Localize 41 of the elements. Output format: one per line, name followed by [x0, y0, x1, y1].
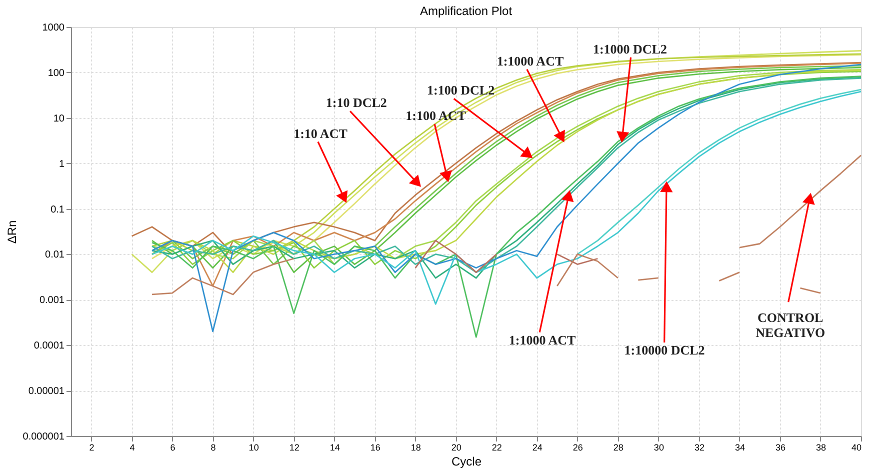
annotation: 1:1000 ACT — [496, 53, 564, 68]
x-tick-label: 22 — [492, 442, 502, 452]
x-tick-label: 2 — [89, 442, 94, 452]
x-tick-label: 8 — [210, 442, 216, 452]
y-tick-label: 0.0001 — [34, 340, 65, 352]
x-tick-label: 26 — [572, 442, 583, 452]
y-axis-title: ΔRn — [4, 220, 19, 244]
x-tick-label: 30 — [654, 442, 664, 452]
x-tick-label: 6 — [170, 442, 176, 452]
annotation: 1:10 DCL2 — [326, 95, 387, 110]
x-tick-label: 16 — [370, 442, 380, 452]
x-tick-label: 40 — [851, 442, 862, 452]
y-tick-label: 0.001 — [39, 295, 65, 306]
x-tick-label: 34 — [734, 442, 745, 452]
x-tick-label: 10 — [248, 442, 259, 452]
annotation: 1:10 ACT — [294, 126, 348, 141]
y-tick-label: 0.1 — [50, 204, 65, 216]
chart-title: Amplification Plot — [420, 4, 513, 18]
y-tick-label: 1 — [58, 158, 65, 170]
y-tick-label: 10 — [53, 113, 65, 124]
y-tick-label: 100 — [48, 68, 65, 79]
x-tick-label: 32 — [694, 442, 704, 452]
y-tick-label: 0.00001 — [28, 386, 65, 398]
annotation: 1:1000 DCL2 — [592, 41, 667, 56]
x-tick-label: 18 — [410, 442, 421, 452]
x-tick-label: 14 — [330, 442, 340, 452]
x-tick-label: 4 — [130, 442, 135, 452]
x-tick-label: 28 — [613, 442, 624, 452]
annotation: CONTROL NEGATIVO — [756, 310, 826, 340]
x-tick-label: 20 — [451, 442, 462, 452]
x-tick-label: 36 — [775, 442, 786, 452]
annotation: 1:100 DCL2 — [427, 82, 495, 98]
x-axis-title: Cycle — [451, 454, 482, 468]
y-tick-label: 0.000001 — [22, 432, 65, 442]
annotation: 1:1000 ACT — [508, 332, 576, 348]
x-tick-label: 12 — [289, 442, 300, 452]
annotation: 1:10000 DCL2 — [624, 342, 705, 358]
y-tick-label: 0.01 — [45, 250, 65, 261]
x-tick-label: 24 — [532, 442, 542, 452]
x-tick-label: 38 — [816, 442, 826, 452]
y-tick-label: 1000 — [42, 22, 65, 34]
